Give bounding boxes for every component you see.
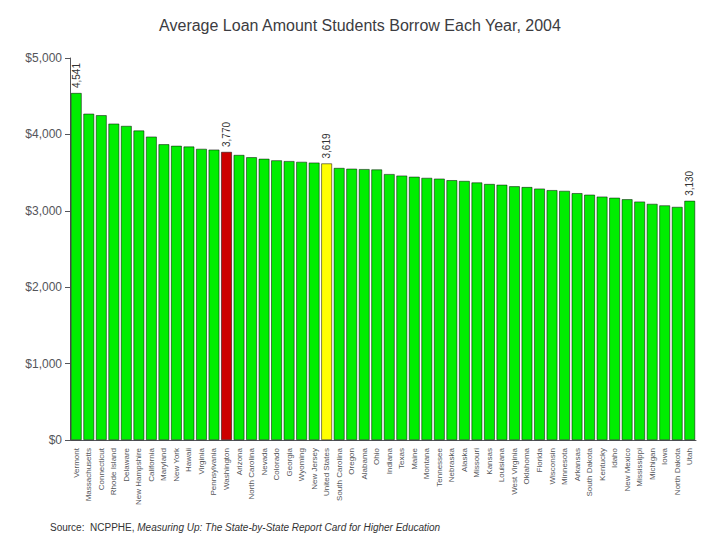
svg-text:California: California	[147, 447, 156, 481]
svg-text:Rhode Island: Rhode Island	[109, 448, 118, 495]
svg-text:Ohio: Ohio	[372, 447, 381, 464]
svg-text:3,619: 3,619	[321, 133, 332, 158]
svg-text:Iowa: Iowa	[660, 447, 669, 464]
svg-text:Alaska: Alaska	[460, 447, 469, 472]
svg-text:Delaware: Delaware	[122, 447, 131, 481]
svg-text:Utah: Utah	[685, 448, 694, 465]
svg-text:Washington: Washington	[222, 448, 231, 490]
svg-text:New Hampshire: New Hampshire	[134, 447, 143, 504]
svg-text:Louisiana: Louisiana	[497, 447, 506, 482]
svg-text:3,770: 3,770	[221, 122, 232, 147]
svg-text:South Dakota: South Dakota	[585, 447, 594, 496]
svg-text:Oregon: Oregon	[347, 448, 356, 475]
svg-text:Colorado: Colorado	[272, 447, 281, 480]
svg-text:Idaho: Idaho	[610, 447, 619, 468]
svg-text:Kentucky: Kentucky	[598, 448, 607, 481]
svg-text:$0: $0	[49, 433, 63, 447]
svg-text:Florida: Florida	[535, 447, 544, 472]
svg-text:Nevada: Nevada	[260, 447, 269, 475]
svg-text:Connecticut: Connecticut	[97, 447, 106, 490]
svg-text:$2,000: $2,000	[25, 280, 62, 294]
svg-text:Maryland: Maryland	[159, 448, 168, 481]
svg-text:$4,000: $4,000	[25, 127, 62, 141]
svg-text:Arizona: Arizona	[235, 447, 244, 475]
svg-text:$1,000: $1,000	[25, 357, 62, 371]
svg-text:Indiana: Indiana	[385, 447, 394, 474]
svg-text:North Dakota: North Dakota	[673, 447, 682, 495]
svg-text:Wisconsin: Wisconsin	[548, 448, 557, 484]
svg-text:$5,000: $5,000	[25, 51, 62, 65]
svg-text:Vermont: Vermont	[72, 447, 81, 478]
svg-text:4,541: 4,541	[71, 63, 82, 88]
svg-text:Montana: Montana	[422, 447, 431, 479]
svg-text:Kansas: Kansas	[485, 448, 494, 475]
svg-text:Oklahoma: Oklahoma	[522, 447, 531, 484]
svg-text:Arkansas: Arkansas	[573, 448, 582, 481]
svg-text:Maine: Maine	[410, 447, 419, 469]
svg-text:West Virginia: West Virginia	[510, 447, 519, 494]
svg-text:Michigan: Michigan	[648, 448, 657, 480]
svg-text:Measuring Up: The State-by-Sta: Measuring Up: The State-by-State Report …	[137, 522, 440, 533]
svg-text:New York: New York	[172, 447, 181, 482]
svg-text:Pennsylvania: Pennsylvania	[209, 447, 218, 495]
svg-text:Hawaii: Hawaii	[184, 448, 193, 472]
svg-text:New Mexico: New Mexico	[623, 447, 632, 491]
svg-text:Massachusetts: Massachusetts	[84, 448, 93, 501]
svg-text:Average Loan Amount Students B: Average Loan Amount Students Borrow Each…	[159, 17, 561, 34]
svg-text:North Carolina: North Carolina	[247, 447, 256, 499]
svg-text:Georgia: Georgia	[285, 447, 294, 476]
svg-text:Texas: Texas	[397, 448, 406, 469]
svg-text:Tennessee: Tennessee	[435, 447, 444, 486]
svg-text:Missouri: Missouri	[472, 448, 481, 478]
svg-text:Mississippi: Mississippi	[635, 448, 644, 487]
svg-text:Virginia: Virginia	[197, 447, 206, 474]
svg-text:Source: NCPPHE,: Source: NCPPHE,	[50, 522, 137, 533]
svg-text:$3,000: $3,000	[25, 204, 62, 218]
svg-text:New Jersey: New Jersey	[310, 448, 319, 490]
svg-text:Nebraska: Nebraska	[447, 447, 456, 482]
svg-text:Alabama: Alabama	[360, 447, 369, 479]
svg-text:United States: United States	[322, 448, 331, 496]
svg-text:Wyoming: Wyoming	[297, 448, 306, 481]
svg-text:South Carolina: South Carolina	[335, 447, 344, 500]
svg-text:Minnesota: Minnesota	[560, 447, 569, 484]
svg-text:3,130: 3,130	[684, 170, 695, 195]
